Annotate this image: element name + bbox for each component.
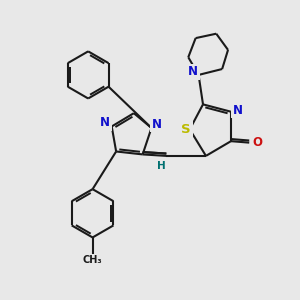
Text: H: H xyxy=(158,161,166,171)
Text: O: O xyxy=(253,136,262,149)
Text: N: N xyxy=(188,65,198,79)
Text: N: N xyxy=(232,104,242,117)
Text: S: S xyxy=(182,123,191,136)
Text: N: N xyxy=(100,116,110,129)
Text: N: N xyxy=(152,118,162,131)
Text: CH₃: CH₃ xyxy=(83,255,102,265)
